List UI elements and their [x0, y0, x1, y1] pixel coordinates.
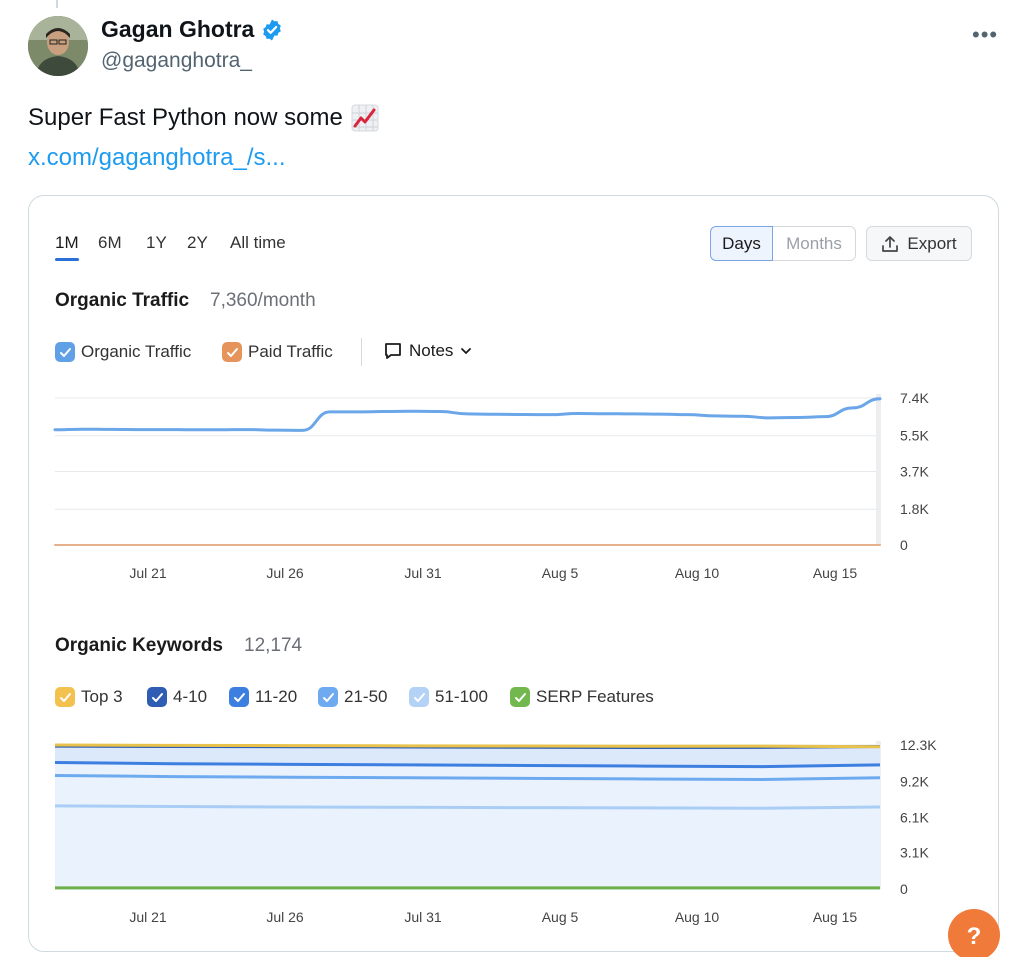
legend-item-serp-features[interactable]: SERP Features: [510, 687, 654, 707]
series-line-21-50: [54, 773, 881, 782]
avatar-image: [28, 16, 88, 76]
x-tick-label: Jul 21: [129, 909, 167, 925]
x-tick-label: Aug 10: [675, 565, 720, 581]
legend-organic-traffic[interactable]: Organic Traffic: [55, 342, 191, 362]
series-line-organic-traffic: [53, 397, 882, 432]
y-tick-label: 9.2K: [900, 773, 929, 789]
y-tick-label: 7.4K: [900, 390, 929, 406]
export-button[interactable]: Export: [866, 226, 972, 261]
verified-badge-icon: [263, 19, 282, 40]
organic-keywords-title: Organic Keywords: [55, 635, 223, 656]
avatar[interactable]: [28, 16, 88, 76]
tweet-text-content: Super Fast Python now some: [28, 104, 343, 131]
x-tick-label: Aug 15: [813, 909, 858, 925]
range-tab-all-time[interactable]: All time: [230, 233, 286, 252]
legend-checkbox[interactable]: [55, 687, 75, 707]
legend-item-51-100[interactable]: 51-100: [409, 687, 488, 707]
thread-line: [56, 0, 58, 8]
legend-divider: [361, 338, 362, 366]
organic-traffic-title: Organic Traffic: [55, 290, 190, 311]
legend-label: 11-20: [255, 687, 298, 706]
legend-checkbox[interactable]: [318, 687, 338, 707]
legend-label: 51-100: [435, 687, 488, 706]
x-tick-label: Jul 26: [266, 909, 304, 925]
legend-checkbox[interactable]: [409, 687, 429, 707]
organic-keywords-chart: 12.3K 9.2K 6.1K 3.1K 0 Jul 21 Jul 26 Jul 31 Aug …: [54, 737, 937, 925]
active-tab-indicator: [55, 258, 79, 261]
x-tick-label: Jul 21: [129, 565, 167, 581]
legend-item-11-20[interactable]: 11-20: [229, 687, 297, 707]
checkbox-paid-traffic[interactable]: [222, 342, 242, 362]
legend-label: 4-10: [173, 687, 208, 706]
y-tick-label: 12.3K: [900, 737, 937, 753]
scroll-edge: [876, 394, 881, 545]
x-tick-label: Aug 5: [542, 565, 579, 581]
series-line-11-20: [54, 761, 881, 769]
author-name-row[interactable]: Gagan Ghotra: [101, 16, 284, 43]
y-tick-label: 0: [900, 881, 908, 897]
x-tick-label: Aug 5: [542, 909, 579, 925]
tweet-link[interactable]: x.com/gaganghotra_/s...: [28, 144, 286, 171]
y-tick-label: 5.5K: [900, 428, 929, 444]
notes-dropdown[interactable]: Notes: [383, 341, 473, 361]
legend-checkbox[interactable]: [510, 687, 530, 707]
y-tick-label: 1.8K: [900, 501, 929, 517]
range-tab-1y[interactable]: 1Y: [146, 233, 167, 252]
notes-icon: [385, 343, 401, 359]
chevron-down-icon: [461, 348, 472, 354]
x-tick-label: Jul 31: [404, 565, 442, 581]
legend-label: Paid Traffic: [248, 342, 333, 361]
range-tab-1m[interactable]: 1M: [55, 233, 79, 252]
help-button[interactable]: ?: [948, 909, 1000, 957]
legend-item-top-3[interactable]: Top 3: [55, 687, 123, 707]
legend-label: SERP Features: [536, 687, 654, 706]
x-tick-label: Aug 10: [675, 909, 720, 925]
upload-icon: [882, 235, 899, 252]
days-toggle[interactable]: Days: [710, 226, 773, 261]
organic-traffic-chart: 7.4K 5.5K 3.7K 1.8K 0 Jul 21 Jul 26 Jul 31 Aug 5…: [53, 390, 929, 581]
organic-traffic-value: 7,360/month: [210, 290, 316, 311]
legend-item-4-10[interactable]: 4-10: [147, 687, 207, 707]
x-tick-label: Jul 26: [266, 565, 304, 581]
x-tick-label: Aug 15: [813, 565, 858, 581]
export-label: Export: [907, 233, 957, 253]
legend-label: Organic Traffic: [81, 342, 192, 361]
organic-keywords-value: 12,174: [244, 635, 303, 656]
checkbox-organic-traffic[interactable]: [55, 342, 75, 362]
keywords-area-fill: [55, 745, 880, 889]
y-tick-label: 0: [900, 537, 908, 553]
range-tab-2y[interactable]: 2Y: [187, 233, 208, 252]
keywords-band-fill: [55, 745, 880, 767]
legend-item-21-50[interactable]: 21-50: [318, 687, 387, 707]
tweet-text: Super Fast Python now some: [28, 104, 379, 132]
series-line-51-100: [54, 804, 881, 810]
y-tick-label: 6.1K: [900, 810, 929, 826]
display-name[interactable]: Gagan Ghotra: [101, 16, 255, 42]
months-toggle[interactable]: Months: [773, 226, 856, 261]
x-tick-label: Jul 31: [404, 909, 442, 925]
chart-increasing-emoji-icon: [351, 104, 379, 132]
user-handle[interactable]: @gaganghotra_: [101, 49, 252, 72]
series-line-top-3: [54, 743, 881, 749]
notes-label: Notes: [409, 341, 454, 360]
legend-label: Top 3: [81, 687, 123, 706]
legend-checkbox[interactable]: [229, 687, 249, 707]
legend-label: 21-50: [344, 687, 388, 706]
more-options-button[interactable]: •••: [972, 22, 999, 47]
range-tab-6m[interactable]: 6M: [98, 233, 122, 252]
legend-paid-traffic[interactable]: Paid Traffic: [222, 342, 333, 362]
y-tick-label: 3.1K: [900, 845, 929, 861]
legend-checkbox[interactable]: [147, 687, 167, 707]
y-tick-label: 3.7K: [900, 464, 929, 480]
